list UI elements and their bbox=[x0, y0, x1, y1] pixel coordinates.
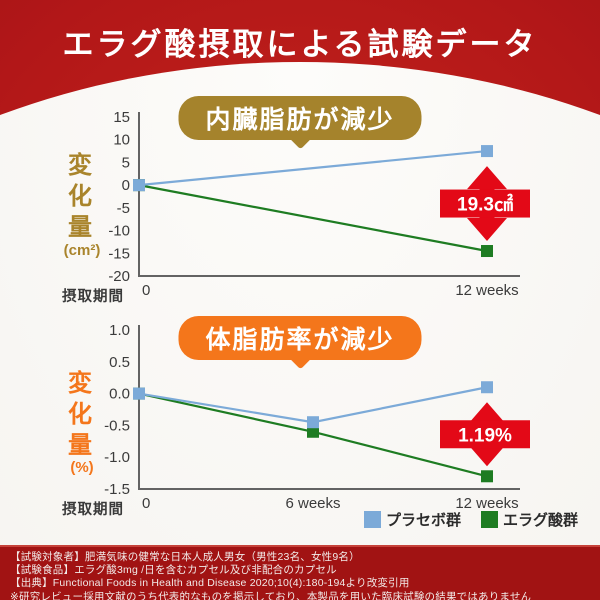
diff-badge-label: 1.19% bbox=[458, 425, 512, 446]
legend-label: プラセボ群 bbox=[385, 512, 461, 529]
y-tick-label: -1.5 bbox=[104, 481, 130, 498]
series-marker bbox=[481, 381, 493, 394]
y-tick-label: -10 bbox=[108, 223, 130, 240]
chart2-x-axis-label: 摂取期間 bbox=[62, 502, 124, 518]
series-marker bbox=[481, 470, 493, 483]
y-tick-label: -1.0 bbox=[104, 449, 130, 466]
diff-badge-label: 19.3㎠ bbox=[457, 193, 513, 216]
series-line bbox=[138, 149, 488, 187]
footnote-line: 【出典】Functional Foods in Health and Disea… bbox=[10, 577, 410, 590]
chart1-y-axis-label: 変化量 bbox=[68, 152, 92, 241]
y-tick-label: -5 bbox=[117, 200, 130, 217]
x-tick-label: 0 bbox=[142, 282, 150, 299]
footnote-line: 【試験食品】エラグ酸3mg /日を含むカプセル及び非配合のカプセル bbox=[10, 564, 337, 577]
page-title: エラグ酸摂取による試験データ bbox=[62, 27, 538, 62]
y-tick-label: -0.5 bbox=[104, 417, 130, 434]
y-tick-label: -20 bbox=[108, 268, 130, 285]
diff-badge bbox=[440, 420, 530, 449]
footnotes-band: 【試験対象者】肥満気味の健常な日本人成人男女（男性23名、女性9名） 【試験食品】… bbox=[0, 545, 600, 600]
x-tick-label: 12 weeks bbox=[455, 495, 518, 512]
y-tick-label: 15 bbox=[113, 109, 130, 126]
y-tick-label: 0.5 bbox=[109, 354, 130, 371]
footnote-line: ※研究レビュー採用文献のうち代表的なものを掲示しており、本製品を用いた臨床試験の… bbox=[10, 590, 532, 600]
legend-label: エラグ酸群 bbox=[502, 512, 578, 529]
y-tick-label: 1.0 bbox=[109, 322, 130, 339]
diff-badge bbox=[440, 189, 530, 218]
chart2-headline-text: 体脂肪率が減少 bbox=[205, 326, 395, 354]
y-tick-label: 10 bbox=[113, 132, 130, 149]
legend-swatch-icon bbox=[363, 511, 381, 528]
y-tick-label: 0 bbox=[122, 177, 130, 194]
series-marker bbox=[307, 425, 319, 438]
chart-legend: プラセボ群 エラグ酸群 bbox=[363, 509, 578, 530]
chart2-y-axis-label: 変化量 bbox=[68, 370, 92, 459]
x-tick-label: 0 bbox=[142, 495, 150, 512]
chart1-headline-text: 内臓脂肪が減少 bbox=[205, 106, 395, 134]
chart1-x-axis-label: 摂取期間 bbox=[62, 289, 124, 305]
chart1-y-axis-unit: (cm²) bbox=[63, 242, 101, 259]
series-marker bbox=[133, 387, 145, 400]
series-marker bbox=[481, 245, 493, 258]
series-marker bbox=[481, 145, 493, 158]
x-tick-label: 6 weeks bbox=[285, 495, 340, 512]
chart2-headline-badge: 体脂肪率が減少 bbox=[178, 316, 422, 370]
y-tick-label: -15 bbox=[108, 245, 130, 262]
legend-item: プラセボ群 bbox=[363, 509, 461, 530]
footnotes: 【試験対象者】肥満気味の健常な日本人成人男女（男性23名、女性9名） 【試験食品】… bbox=[10, 551, 592, 600]
y-tick-label: 0.0 bbox=[109, 386, 130, 403]
chart2-y-axis-unit: (%) bbox=[70, 459, 94, 476]
legend-item: エラグ酸群 bbox=[480, 509, 578, 530]
series-marker bbox=[307, 416, 319, 429]
series-marker bbox=[133, 179, 145, 192]
chart1-headline-badge: 内臓脂肪が減少 bbox=[178, 96, 422, 150]
footnote-line: 【試験対象者】肥満気味の健常な日本人成人男女（男性23名、女性9名） bbox=[10, 551, 360, 563]
series-line bbox=[138, 184, 488, 253]
y-tick-label: 5 bbox=[122, 154, 130, 171]
legend-swatch-icon bbox=[480, 511, 498, 528]
x-tick-label: 12 weeks bbox=[455, 282, 518, 299]
